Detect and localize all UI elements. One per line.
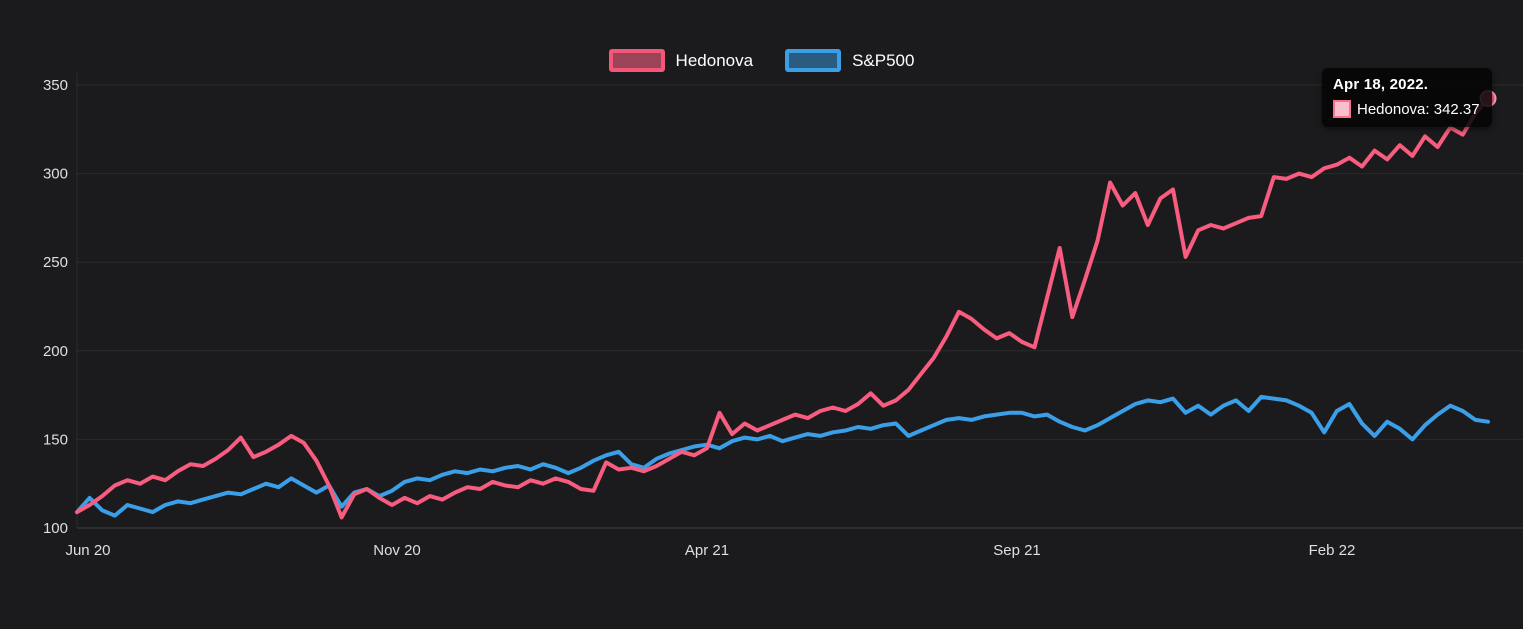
x-tick-label: Feb 22: [1309, 542, 1356, 559]
x-tick-label: Jun 20: [65, 542, 110, 559]
y-tick-label: 150: [43, 431, 68, 448]
legend: Hedonova S&P500: [0, 49, 1523, 72]
hedonova-legend-swatch-icon: [608, 49, 665, 72]
tooltip-row: Hedonova: 342.37: [1333, 100, 1480, 118]
y-tick-label: 100: [43, 520, 68, 537]
legend-item-hedonova[interactable]: Hedonova: [608, 49, 754, 72]
legend-item-sp500[interactable]: S&P500: [785, 49, 914, 72]
y-tick-label: 250: [43, 254, 68, 271]
series-line-sp500[interactable]: [75, 394, 1490, 518]
tooltip-date: Apr 18, 2022.: [1333, 76, 1429, 93]
y-tick-label: 350: [43, 77, 68, 94]
x-tick-label: Nov 20: [373, 542, 421, 559]
hedonova-tooltip-swatch-icon: [1333, 100, 1351, 118]
legend-label-hedonova: Hedonova: [675, 50, 754, 70]
tooltip-value: Hedonova: 342.37: [1357, 100, 1480, 118]
y-tick-label: 200: [43, 343, 68, 360]
sp500-legend-swatch-icon: [785, 49, 842, 72]
x-tick-label: Apr 21: [685, 542, 729, 559]
y-tick-label: 300: [43, 166, 68, 183]
legend-label-sp500: S&P500: [852, 50, 915, 70]
x-tick-label: Sep 21: [993, 542, 1041, 559]
series-line-hedonova[interactable]: [75, 96, 1490, 520]
tooltip: Apr 18, 2022. Hedonova: 342.37: [1322, 68, 1492, 127]
